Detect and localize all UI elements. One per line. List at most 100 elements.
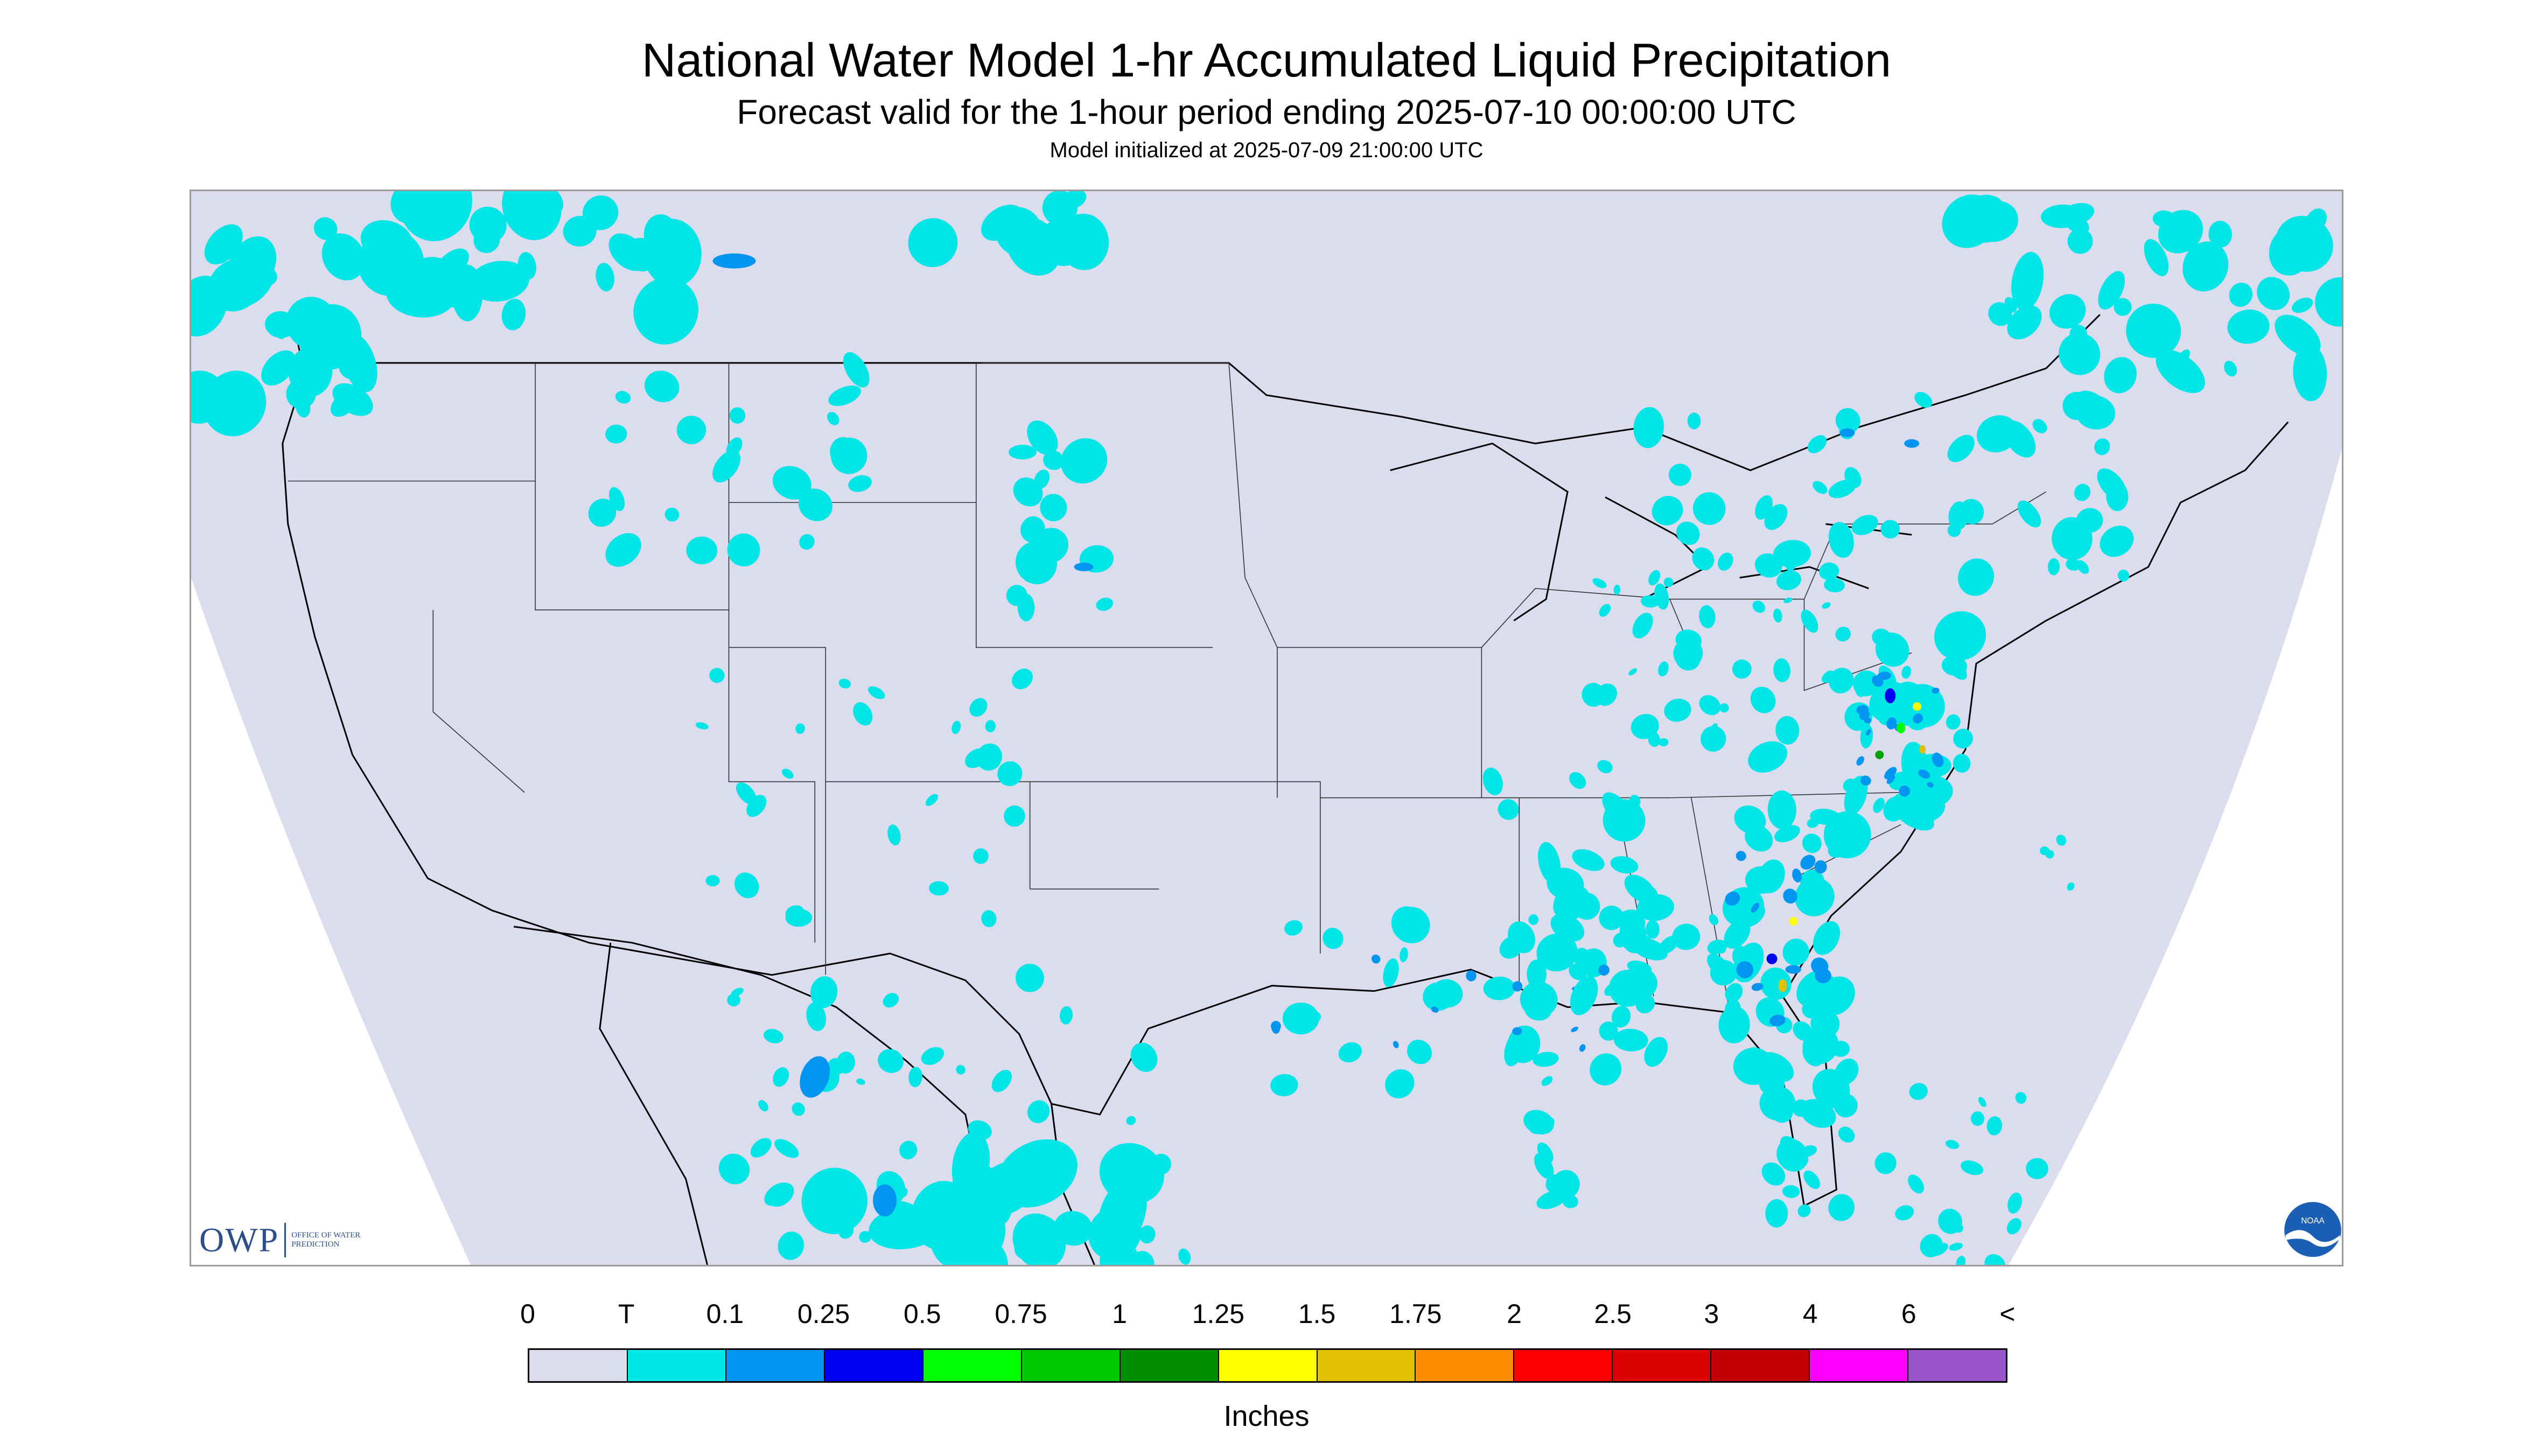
precip-cell (1970, 200, 2019, 242)
precip-cell (1710, 960, 1737, 986)
precip-cell (2032, 419, 2047, 433)
precip-cell (2114, 298, 2132, 316)
precip-cell (1579, 1044, 1586, 1052)
precip-cell (1613, 932, 1628, 948)
precip-cell (1783, 888, 1797, 904)
precip-cell (1483, 976, 1515, 1000)
precip-cell (1644, 1037, 1668, 1067)
precip-cell (997, 761, 1023, 786)
precip-cell (256, 267, 277, 286)
precip-cell (712, 253, 756, 269)
precip-cell (997, 1139, 1077, 1208)
precip-cell (1059, 213, 1109, 270)
precip-cell (1012, 1213, 1066, 1265)
legend-label: T (618, 1299, 635, 1329)
precip-cell (908, 218, 958, 268)
precip-cell (1699, 695, 1721, 716)
precip-cell (1803, 1170, 1821, 1189)
precip-cell (2117, 569, 2130, 582)
precip-cell (1610, 856, 1639, 874)
legend-swatch (824, 1350, 923, 1381)
precip-cell (1571, 1026, 1578, 1032)
precip-cell (2126, 303, 2181, 358)
precip-cell (1423, 982, 1454, 1011)
precip-cell (1978, 1097, 1986, 1107)
precip-cell (778, 1231, 804, 1260)
owp-logo-text: OFFICE OF WATER PREDICTION (291, 1231, 361, 1249)
precip-cell (1886, 775, 1895, 784)
precip-cell (261, 350, 296, 386)
precip-cell (1016, 541, 1057, 585)
precip-cell (1792, 1099, 1810, 1117)
precip-cell (1797, 1204, 1811, 1217)
precip-cell (1748, 741, 1788, 773)
precip-cell (1624, 874, 1656, 904)
precip-cell (1027, 420, 1058, 456)
precip-cell (1707, 939, 1727, 955)
legend-label: 0.5 (904, 1299, 941, 1329)
precip-cell (1632, 612, 1653, 639)
precip-cell (1765, 1199, 1788, 1228)
precip-cell (1512, 1027, 1522, 1035)
precip-cell (831, 437, 867, 474)
precip-cell (2056, 835, 2067, 846)
legend-labels: 0 T 0.1 0.25 0.5 0.75 1 1.25 1.5 1.75 2 2.5 3 4 6 < (0, 1298, 2533, 1335)
precip-cell (1745, 825, 1773, 852)
precip-cell (1945, 656, 1967, 680)
precip-cell (985, 720, 996, 733)
precip-cell (1724, 999, 1741, 1020)
precip-cell (1945, 1139, 1960, 1149)
precip-cell (2291, 297, 2313, 313)
precip-cell (2076, 560, 2089, 574)
precip-cell (1960, 1160, 1984, 1175)
precip-cell (1608, 969, 1647, 1007)
legend-swatch (1219, 1350, 1318, 1381)
precip-cell (1323, 928, 1344, 949)
baja-coast (599, 942, 709, 1265)
precip-cell (908, 1067, 922, 1088)
precip-cell (1572, 849, 1605, 871)
precip-cell (2041, 204, 2083, 228)
precip-cell (596, 263, 614, 292)
precip-cell (2069, 324, 2088, 344)
precip-cell (664, 507, 680, 522)
precip-cell (1954, 1223, 1964, 1233)
precip-cell (1859, 710, 1870, 720)
precip-cell (1932, 752, 1944, 767)
precip-cell (1599, 1021, 1618, 1041)
precip-cell (1074, 562, 1094, 571)
precip-cell (588, 499, 617, 527)
precip-cell (1838, 1126, 1855, 1143)
precip-cell (1663, 577, 1674, 587)
precip-cell (1676, 521, 1700, 545)
precip-cell (605, 424, 627, 444)
precip-cell (1918, 769, 1930, 779)
precip-cell (1843, 778, 1858, 793)
precip-cell (1407, 1039, 1432, 1065)
precip-cell (1015, 963, 1044, 992)
map-canvas (191, 191, 2342, 1265)
precip-cell (1904, 439, 1920, 448)
precip-cell (1932, 688, 1940, 694)
precip-cell (1371, 954, 1381, 964)
great-lakes (1390, 442, 1912, 621)
precip-cell (2007, 1192, 2023, 1214)
precip-cell (2049, 294, 2086, 329)
precip-cell (973, 848, 989, 864)
precip-cell (1885, 688, 1896, 704)
precip-cell (806, 1002, 827, 1031)
precip-cell (995, 207, 1042, 256)
precip-cell (758, 1100, 768, 1111)
precip-cell (1006, 585, 1027, 606)
precip-cell (2004, 297, 2017, 313)
precip-cell (1913, 702, 1922, 711)
precip-cell (1130, 1042, 1158, 1072)
precip-cell (1774, 825, 1800, 843)
precip-cell (1764, 504, 1788, 530)
precip-cell (1984, 1254, 2006, 1265)
precip-cell (468, 261, 530, 302)
precip-cell (676, 416, 706, 444)
precip-cell (1874, 1152, 1897, 1174)
precip-cell (774, 1139, 799, 1158)
precip-cell (1795, 877, 1835, 916)
